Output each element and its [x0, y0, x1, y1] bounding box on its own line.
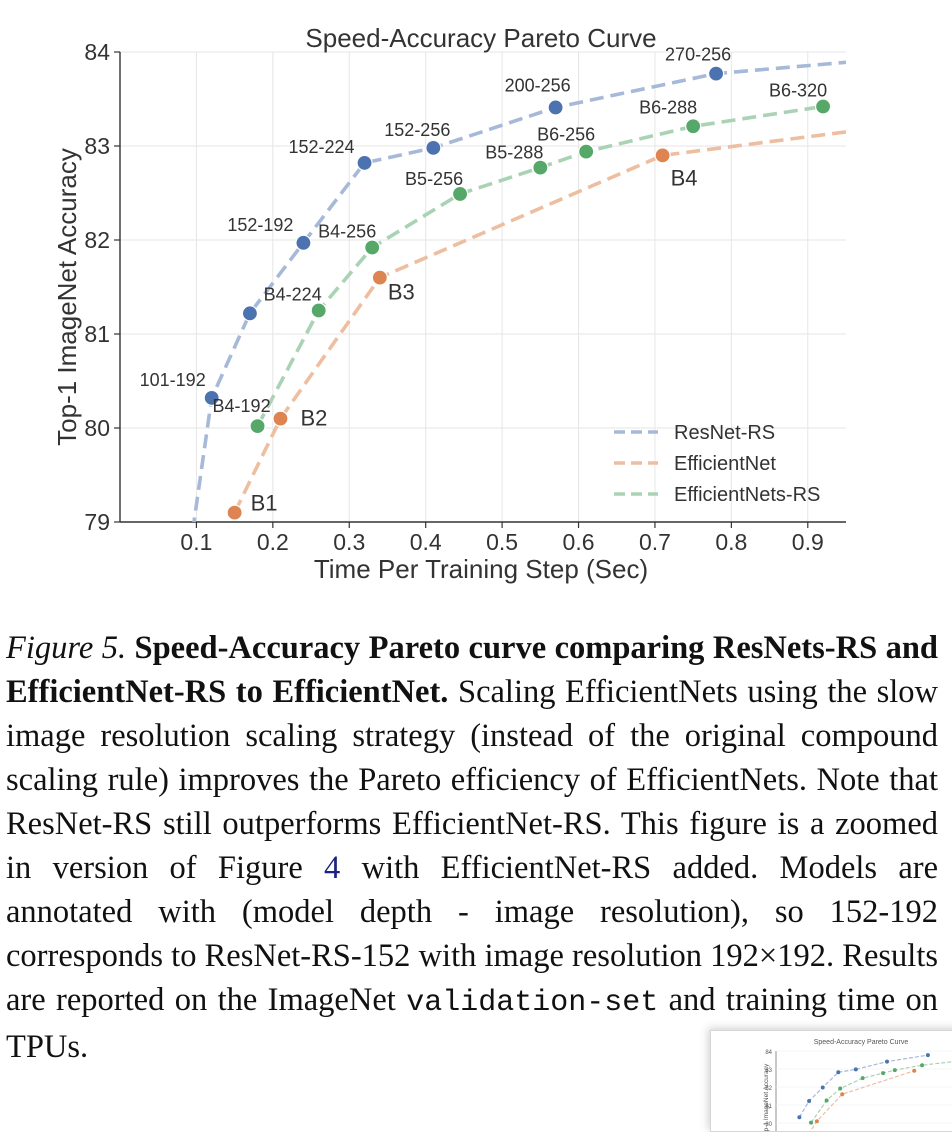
legend-label: EfficientNets-RS [674, 484, 820, 506]
thumb-data-point [853, 1067, 858, 1072]
data-point-2 [685, 118, 702, 135]
thumb-tick-label: 83 [765, 1068, 772, 1074]
figure-caption: Figure 5. Speed-Accuracy Pareto curve co… [6, 626, 938, 1069]
point-label: 270-256 [665, 45, 731, 65]
data-point-1 [654, 147, 671, 164]
thumb-data-point [836, 1070, 841, 1075]
caption-figure-label: Figure 5. [6, 630, 127, 666]
data-point-2 [310, 302, 327, 319]
point-label: B5-256 [405, 169, 463, 189]
caption-body-4: on TPUs. [6, 982, 939, 1065]
point-label: B6-320 [769, 81, 827, 101]
thumb-data-point [838, 1086, 843, 1091]
thumb-ylabel: Top-1 ImageNet Accuracy [763, 1063, 770, 1131]
point-label: 101-192 [140, 370, 206, 390]
point-label: B6-256 [537, 125, 595, 145]
data-point-2 [249, 418, 266, 435]
y-tick-label: 83 [84, 133, 110, 159]
y-tick-label: 82 [84, 227, 110, 253]
thumb-tick-label: 82 [765, 1086, 772, 1092]
data-point-1 [272, 410, 289, 427]
x-tick-label: 0.3 [333, 529, 365, 555]
thumb-data-point [814, 1119, 819, 1124]
data-point-2 [578, 143, 595, 160]
point-label: 152-224 [288, 137, 354, 157]
point-label: 152-192 [227, 215, 293, 235]
x-tick-label: 0.2 [257, 529, 289, 555]
data-point-2 [532, 159, 549, 176]
point-label: B4 [671, 165, 698, 190]
data-point-1 [371, 269, 388, 286]
thumb-data-point [807, 1099, 812, 1104]
caption-bold-title: Speed-Accuracy Pareto curve comparing Re… [6, 630, 938, 710]
x-tick-label: 0.6 [563, 529, 595, 555]
thumb-series-line [810, 1061, 952, 1123]
data-point-0 [707, 65, 725, 82]
y-tick-label: 79 [84, 509, 110, 535]
chart-figure: 0.1 0.2 0.3 0.4 0.5 0.6 0.7 0.8 0.9 79 80 81 82 83 84 S… [52, 23, 846, 584]
thumb-data-point [820, 1085, 825, 1090]
thumb-data-point [925, 1053, 930, 1058]
caption-figure-ref-link[interactable]: 4 [324, 850, 341, 886]
caption-code-term: validation-set [406, 986, 659, 1020]
thumb-data-point [809, 1120, 814, 1125]
thumb-title: Speed-Accuracy Pareto Curve [814, 1039, 909, 1046]
point-label: B3 [388, 280, 415, 305]
chart-title: Speed-Accuracy Pareto Curve [305, 23, 656, 53]
x-tick-label: 0.8 [715, 529, 747, 555]
thumb-data-point [840, 1092, 845, 1097]
x-tick-label: 0.9 [792, 529, 824, 555]
x-tick-label: 0.1 [180, 529, 212, 555]
point-label: B4-224 [264, 285, 322, 305]
thumb-tick-label: 84 [765, 1050, 772, 1056]
thumb-series-line [798, 1054, 928, 1118]
series-line-2 [256, 104, 824, 427]
point-label: B4-256 [318, 222, 376, 242]
data-point-0 [547, 99, 564, 116]
data-point-0 [425, 139, 442, 156]
y-axis-label: Top-1 ImageNet Accuracy [52, 148, 82, 446]
point-label: B2 [300, 406, 327, 431]
caption-body-3: and training time [668, 982, 896, 1018]
x-tick-label: 0.4 [410, 529, 442, 555]
thumb-data-point [860, 1076, 865, 1081]
series-line-0 [192, 60, 846, 522]
data-point-2 [364, 239, 381, 256]
plot-area [192, 60, 846, 522]
data-point-0 [295, 234, 312, 251]
legend-label: EfficientNet [674, 453, 776, 475]
point-label: 152-256 [384, 120, 450, 140]
x-axis-label: Time Per Training Step (Sec) [314, 554, 648, 584]
point-label: B4-192 [213, 396, 271, 416]
thumb-data-point [885, 1059, 889, 1064]
y-tick-label: 80 [84, 415, 110, 441]
thumb-data-point [824, 1098, 829, 1103]
caption-body-2: with EfficientNet-RS added. Models are a… [6, 850, 939, 1018]
data-point-2 [814, 98, 832, 115]
data-point-0 [241, 305, 259, 322]
thumb-data-point [881, 1071, 886, 1076]
caption-body-1: Scaling EfficientNets using the slow ima… [6, 674, 938, 886]
y-tick-label: 84 [84, 39, 110, 65]
point-label: B5-288 [485, 143, 543, 163]
thumb-data-point [920, 1063, 925, 1068]
pareto-chart: 0.1 0.2 0.3 0.4 0.5 0.6 0.7 0.8 0.9 79 80 81 82 83 84 S… [52, 23, 846, 584]
thumb-data-point [912, 1068, 917, 1073]
legend-label: ResNet-RS [674, 422, 775, 444]
point-label: B6-288 [639, 97, 697, 117]
x-tick-label: 0.5 [486, 529, 518, 555]
data-point-2 [451, 185, 469, 203]
x-tick-label: 0.7 [639, 529, 671, 555]
y-tick-label: 81 [84, 321, 110, 347]
thumb-series-line [809, 1070, 915, 1131]
thumb-tick-label: 81 [765, 1104, 772, 1110]
thumb-data-point [892, 1068, 897, 1073]
data-point-1 [226, 504, 243, 521]
point-label: 200-256 [505, 75, 571, 95]
data-point-0 [203, 389, 220, 407]
point-label: B1 [251, 491, 278, 516]
data-point-0 [356, 154, 373, 172]
